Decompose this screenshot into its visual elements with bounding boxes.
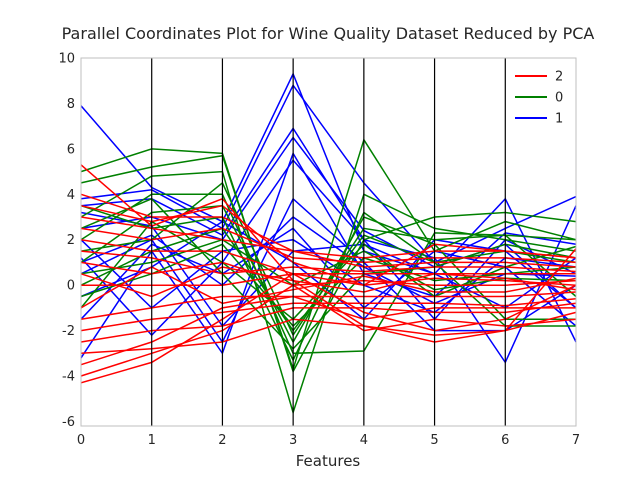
y-tick-label: 0 (67, 279, 75, 294)
series-2-line (80, 302, 577, 343)
series-2 (80, 164, 577, 384)
series-0-line (80, 193, 577, 355)
chart-title: Parallel Coordinates Plot for Wine Quali… (62, 24, 595, 43)
x-tick-label: 1 (148, 433, 156, 448)
y-tick-label: 4 (67, 188, 75, 203)
y-tick-label: 6 (67, 142, 75, 157)
plot-frame (80, 57, 577, 427)
feature-axes (151, 58, 506, 426)
series-2-line (80, 298, 577, 332)
series-2-line (80, 266, 577, 309)
legend-label-0: 0 (555, 91, 563, 106)
y-axis: -6 -4 -2 0 2 4 6 8 10 (58, 52, 75, 430)
x-tick-label: 3 (289, 433, 297, 448)
y-tick-label: -6 (62, 415, 75, 430)
series-2-line (80, 291, 577, 320)
series-1-line (80, 220, 577, 321)
series-2-line (80, 193, 577, 259)
legend: 2 0 1 (515, 70, 563, 127)
series-2-line (80, 216, 577, 268)
x-tick-label: 6 (501, 433, 509, 448)
x-axis: 0 1 2 3 4 5 6 7 (77, 433, 580, 448)
series-lines (80, 72, 577, 415)
y-tick-label: 2 (67, 233, 75, 248)
series-1-line (80, 72, 577, 343)
x-tick-label: 7 (572, 433, 580, 448)
legend-label-2: 2 (555, 70, 563, 85)
series-2-line (80, 250, 577, 275)
x-axis-label: Features (296, 452, 361, 470)
x-tick-label: 2 (218, 433, 226, 448)
series-2-line (81, 273, 577, 286)
series-1-line (80, 216, 577, 305)
legend-label-1: 1 (555, 112, 563, 127)
series-2-line (80, 238, 576, 275)
series-2-line (80, 266, 577, 298)
y-tick-label: 8 (67, 97, 75, 112)
x-tick-label: 5 (430, 433, 438, 448)
y-tick-label: -4 (62, 370, 75, 385)
series-1 (80, 72, 577, 364)
series-2-line (80, 272, 577, 384)
y-tick-label: 10 (58, 52, 75, 67)
x-tick-label: 4 (360, 433, 368, 448)
y-tick-label: -2 (62, 324, 75, 339)
series-2-line (80, 311, 577, 355)
x-tick-label: 0 (77, 433, 85, 448)
series-0-line (80, 243, 577, 328)
series-2-line (80, 227, 577, 264)
series-0-line (80, 197, 577, 350)
